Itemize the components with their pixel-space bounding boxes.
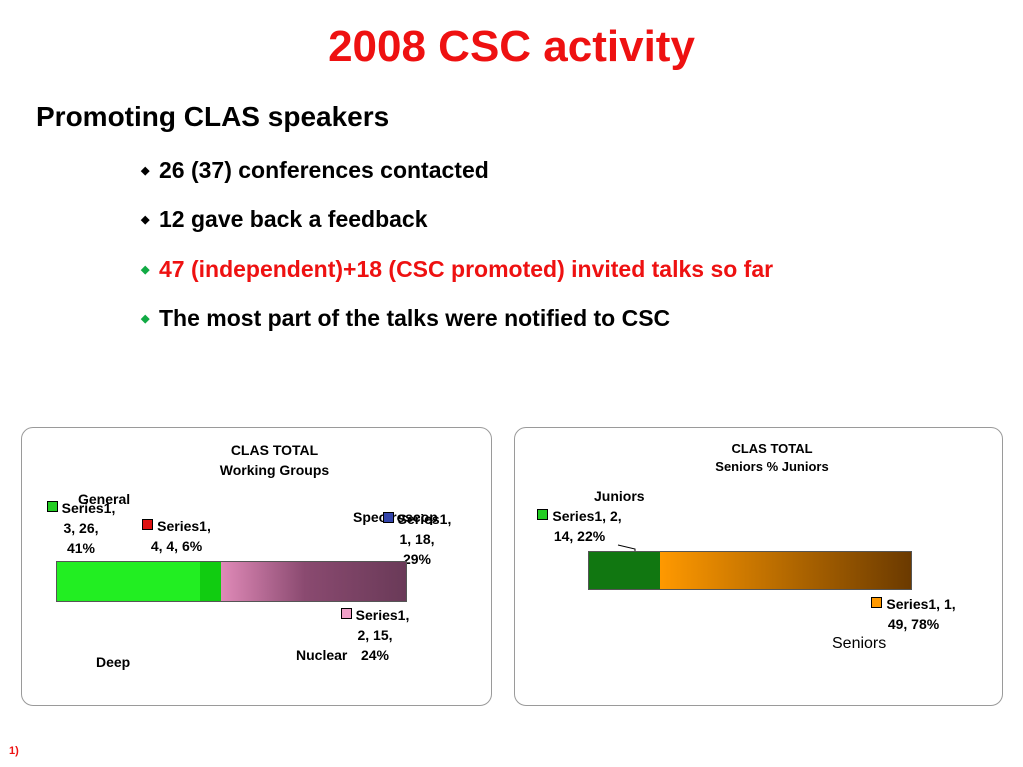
data-label-nuclear: Series1, 2, 15, 24% xyxy=(325,605,425,665)
data-label-general: Series1, 3, 26, 41% xyxy=(31,498,131,558)
data-label-segment-2: Series1, 4, 4, 6% xyxy=(129,516,224,556)
legend-marker-icon xyxy=(537,509,549,520)
bullet-text: 26 (37) conferences contacted xyxy=(159,157,489,183)
bar-segment-spectroscop xyxy=(304,562,406,601)
bullet-item: ◆ The most part of the talks were notifie… xyxy=(141,305,670,332)
bar-segment-juniors xyxy=(589,552,660,589)
diamond-bullet-icon: ◆ xyxy=(141,264,150,276)
diamond-bullet-icon: ◆ xyxy=(141,214,150,226)
footnote: 1) xyxy=(9,745,19,757)
bar-segment-wg-2 xyxy=(200,562,222,601)
legend-marker-icon xyxy=(46,501,58,512)
legend-marker-icon xyxy=(340,608,352,619)
data-label-seniors: Series1, 1, 49, 78% xyxy=(856,594,971,634)
chart-title: CLAS TOTAL Working Groups xyxy=(219,442,330,478)
bullet-text: 47 (independent)+18 (CSC promoted) invit… xyxy=(159,256,774,282)
working-groups-chart: CLAS TOTAL Working Groups General Series… xyxy=(21,427,492,706)
diamond-bullet-icon: ◆ xyxy=(141,165,150,177)
category-label-juniors: Juniors xyxy=(594,488,645,504)
category-label-nuclear: Nuclear xyxy=(296,647,348,663)
category-label-deep: Deep xyxy=(96,654,131,670)
stacked-bar xyxy=(56,561,407,602)
data-label-spectroscopy: Series1, 1, 18, 29% xyxy=(367,509,467,569)
legend-marker-icon xyxy=(142,519,154,530)
diamond-bullet-icon: ◆ xyxy=(141,313,150,325)
seniors-juniors-chart: CLAS TOTAL Seniors % Juniors Juniors Ser… xyxy=(514,427,1003,706)
bullet-item: ◆ 47 (independent)+18 (CSC promoted) invi… xyxy=(141,256,773,283)
legend-marker-icon xyxy=(382,512,394,523)
leader-line xyxy=(617,544,636,551)
section-heading: Promoting CLAS speakers xyxy=(36,101,390,132)
bullet-text: 12 gave back a feedback xyxy=(159,206,428,232)
slide-title: 2008 CSC activity xyxy=(328,22,695,71)
bullet-item: ◆ 26 (37) conferences contacted xyxy=(141,157,489,184)
stacked-bar xyxy=(588,551,912,590)
bar-segment-seniors xyxy=(659,552,911,589)
category-label-spectroscopy: Spectroscop xyxy=(353,509,438,525)
chart-title: CLAS TOTAL Seniors % Juniors xyxy=(715,441,829,474)
bullet-item: ◆ 12 gave back a feedback xyxy=(141,206,428,233)
category-label-seniors: Seniors xyxy=(832,635,887,652)
bar-segment-general xyxy=(57,562,201,601)
category-label-general: General xyxy=(78,491,131,507)
legend-marker-icon xyxy=(871,597,883,608)
data-label-juniors: Series1, 2, 14, 22% xyxy=(522,506,637,546)
bar-segment-nuclear xyxy=(221,562,305,601)
bullet-text: The most part of the talks were notified… xyxy=(159,305,671,331)
